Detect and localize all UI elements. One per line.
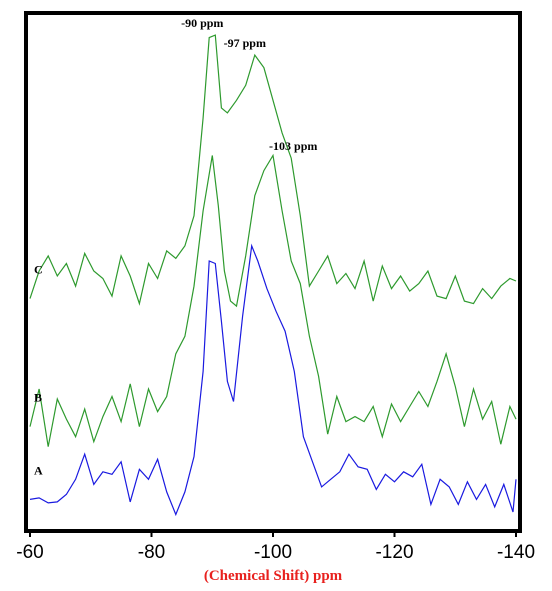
x-tick-layer: -60 -80 -100 -120 -140 [16,531,535,563]
x-tick-label: -100 [254,542,292,563]
series-label-c: C [34,263,43,277]
peak-annotation: -97 ppm [224,36,266,50]
series-layer [29,34,517,517]
x-tick-label: -140 [497,542,535,563]
peak-annotation: -103 ppm [269,139,317,153]
plot-frame [24,11,522,533]
x-axis-label-prefix: (Chemical Shift) [204,568,313,584]
series-label-b: B [34,391,42,405]
x-tick-label: -60 [16,542,43,563]
peak-annotation: -90 ppm [181,16,223,30]
series-label-a: A [34,463,43,477]
series-line-b [29,153,517,447]
series-line-a [29,243,517,517]
series-line-c [29,34,517,306]
x-axis-label-unit: ppm [313,568,343,584]
x-tick-label: -120 [375,542,413,563]
x-axis-label: (Chemical Shift) ppm [204,568,343,584]
x-tick-label: -80 [138,542,165,563]
series-label-layer: A B C [34,263,43,478]
annotation-layer: -90 ppm-97 ppm -103 ppm [181,16,317,153]
